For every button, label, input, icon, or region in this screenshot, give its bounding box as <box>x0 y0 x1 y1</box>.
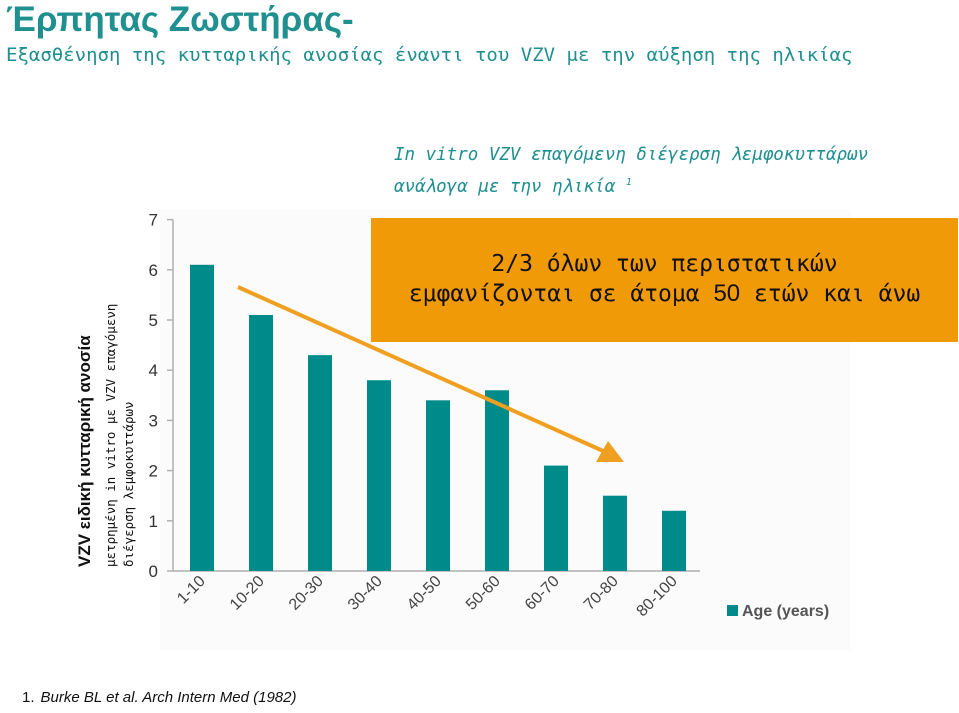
y-axis-label-line2: μετρημένη in vitro με VZV επαγόμενη <box>103 303 118 567</box>
bar <box>485 390 509 571</box>
bar <box>426 400 450 571</box>
legend-swatch <box>727 605 738 616</box>
y-tick-label: 0 <box>149 562 158 581</box>
bar <box>544 465 568 571</box>
bar <box>662 510 686 571</box>
footnote-reference: Burke BL et al. Arch Intern Med (1982) <box>40 689 297 706</box>
bar <box>603 495 627 571</box>
y-tick-label: 5 <box>149 311 158 330</box>
y-tick-label: 6 <box>149 261 158 280</box>
chart-title-ref: 1 <box>625 177 632 188</box>
bar <box>367 380 391 571</box>
bar <box>190 264 214 571</box>
page-subtitle: Εξασθένηση της κυτταρικής ανοσίας έναντι… <box>6 44 853 66</box>
callout-text: 2/3 όλων των περιστατικών εμφανίζονται σ… <box>371 249 958 309</box>
callout-line2: εμφανίζονται σε άτομα 50 ετών και άνω <box>371 279 958 309</box>
y-tick-label: 2 <box>149 462 158 481</box>
chart-title-line1: In vitro VZV επαγόμενη διέγερση λεμφοκυτ… <box>394 145 869 165</box>
legend-label: Age (years) <box>742 603 829 620</box>
chart-title-line2: ανάλογα με την ηλικία 1 <box>394 169 868 201</box>
footnote-number: 1. <box>22 689 35 706</box>
y-tick-label: 7 <box>149 211 158 230</box>
trend-arrow <box>237 285 624 462</box>
chart-title-line2-text: ανάλογα με την ηλικία <box>394 176 616 197</box>
trend-arrow-line <box>237 285 613 457</box>
callout-line1: 2/3 όλων των περιστατικών <box>491 251 838 277</box>
bar <box>249 314 273 571</box>
callout-line2-post: ετών και άνω <box>740 281 921 307</box>
y-tick-label: 3 <box>149 411 158 430</box>
footnote: 1. Burke BL et al. Arch Intern Med (1982) <box>22 689 296 706</box>
callout-line2-num: 50 <box>713 280 741 307</box>
y-tick-label: 1 <box>149 512 158 531</box>
y-tick-label: 4 <box>149 361 158 380</box>
y-axis-label-line1: VZV ειδική κυτταρική ανοσία <box>75 335 94 567</box>
callout-line2-pre: εμφανίζονται σε άτομα <box>408 281 714 307</box>
trend-arrow-head <box>596 441 624 462</box>
page-title: Έρπητας Ζωστήρας- <box>6 0 354 39</box>
callout-box: 2/3 όλων των περιστατικών εμφανίζονται σ… <box>371 218 958 342</box>
y-axis-label-line3: διέγερση λεμφοκυττάρων <box>121 401 136 567</box>
bar <box>308 355 332 571</box>
chart-title: In vitro VZV επαγόμενη διέγερση λεμφοκυτ… <box>394 142 868 201</box>
